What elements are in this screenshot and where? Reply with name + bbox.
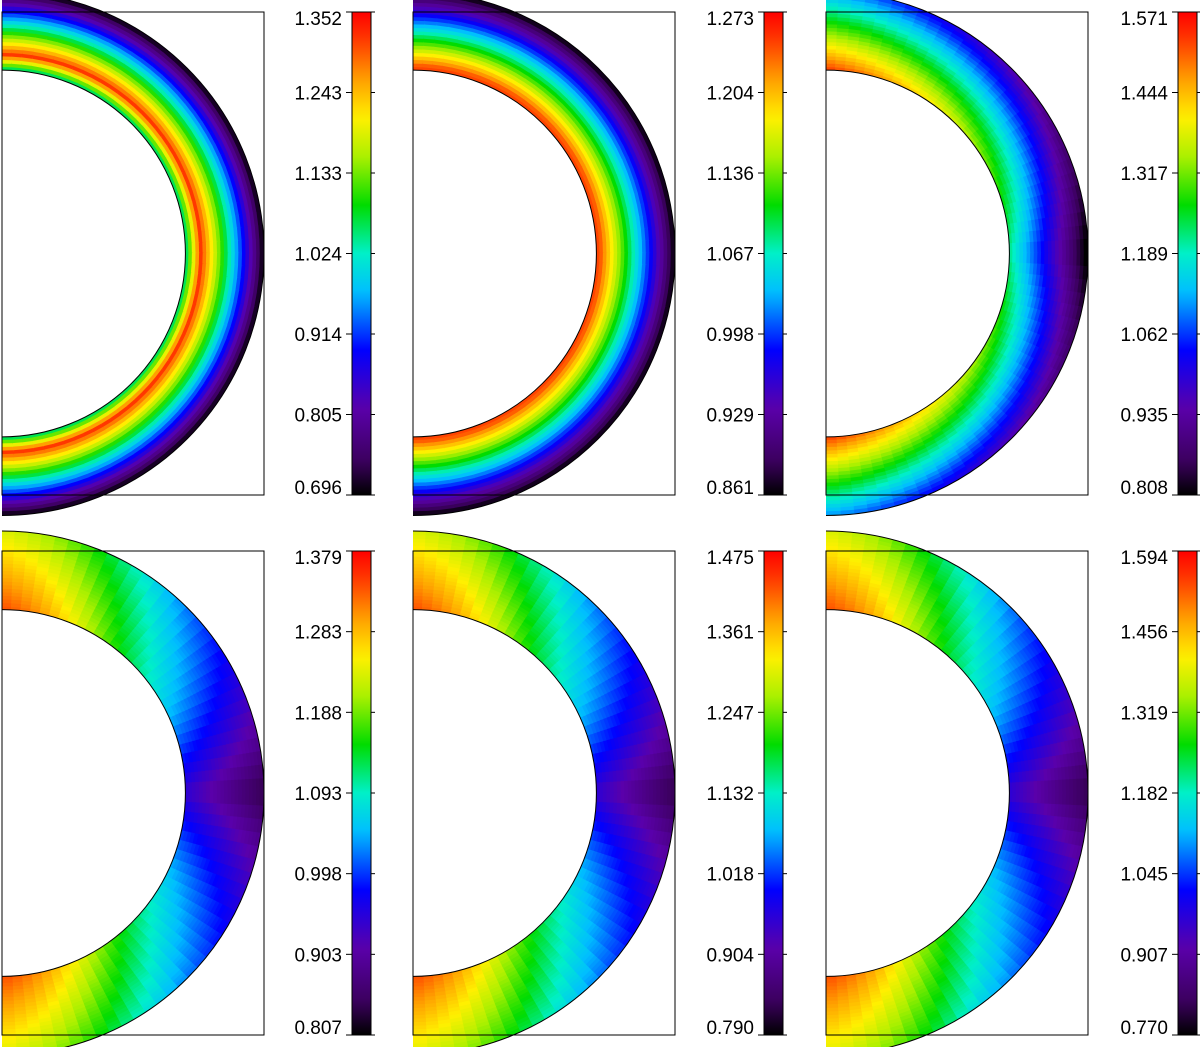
- inner-boundary-4: [1, 609, 186, 977]
- colorbar-tick-label: 1.243: [294, 84, 342, 105]
- colorbar-tick-label: 0.808: [1120, 478, 1168, 499]
- colorbar-tick-label: 1.247: [706, 703, 754, 724]
- colorbar-tick-label: 1.571: [1120, 9, 1168, 30]
- outer-boundary-2: [412, 0, 676, 516]
- colorbar-tick-label: 1.379: [294, 548, 342, 569]
- colorbar-tick-label: 0.914: [294, 325, 342, 346]
- colorbar-2: [763, 11, 784, 496]
- colorbar-tick-label: 0.907: [1120, 945, 1168, 966]
- colorbar-tick-label: 1.283: [294, 623, 342, 644]
- colorbar-tick-label: 1.132: [706, 784, 754, 805]
- shell-heatmap-3: [826, 0, 1088, 516]
- colorbar-tick-label: 0.998: [294, 865, 342, 886]
- colorbar-tick-label: 1.319: [1120, 703, 1168, 724]
- colorbar-tick-label: 1.093: [294, 784, 342, 805]
- colorbar-tick-label: 1.018: [706, 865, 754, 886]
- colorbar-1: [351, 11, 372, 496]
- colorbar-tick-label: 1.062: [1120, 325, 1168, 346]
- outer-boundary-1: [1, 0, 265, 516]
- outer-boundary-4: [1, 530, 265, 1047]
- colorbar-tick-label: 1.067: [706, 245, 754, 266]
- colorbar-tick-label: 0.805: [294, 406, 342, 427]
- inner-boundary-5: [412, 609, 597, 977]
- colorbar-tick-label: 0.807: [294, 1018, 342, 1039]
- colorbar-tick-label: 1.317: [1120, 164, 1168, 185]
- colorbar-5: [763, 550, 784, 1036]
- shell-heatmap-4: [2, 531, 264, 1047]
- colorbar-tick-label: 1.594: [1120, 548, 1168, 569]
- colorbar-tick-label: 1.024: [294, 245, 342, 266]
- colorbar-tick-label: 0.790: [706, 1018, 754, 1039]
- colorbar-tick-label: 1.182: [1120, 784, 1168, 805]
- colorbar-tick-label: 1.444: [1120, 84, 1168, 105]
- outer-boundary-6: [825, 530, 1089, 1047]
- shell-heatmap-1: [2, 0, 264, 516]
- colorbar-tick-label: 1.136: [706, 164, 754, 185]
- colorbar-4: [351, 550, 372, 1036]
- colorbar-tick-label: 1.361: [706, 623, 754, 644]
- colorbar-tick-label: 1.475: [706, 548, 754, 569]
- colorbar-3: [1177, 11, 1198, 496]
- colorbar-tick-label: 0.935: [1120, 406, 1168, 427]
- colorbar-tick-label: 0.929: [706, 406, 754, 427]
- colorbar-tick-label: 1.273: [706, 9, 754, 30]
- colorbar-tick-label: 0.696: [294, 478, 342, 499]
- inner-boundary-3: [825, 69, 1010, 438]
- inner-boundary-2: [412, 69, 597, 438]
- colorbar-6: [1177, 550, 1198, 1036]
- colorbar-tick-label: 1.045: [1120, 865, 1168, 886]
- colorbar-tick-label: 1.204: [706, 84, 754, 105]
- shell-heatmap-6: [826, 531, 1088, 1047]
- colorbar-tick-label: 0.904: [706, 945, 754, 966]
- outer-boundary-3: [825, 0, 1089, 516]
- colorbar-tick-label: 0.770: [1120, 1018, 1168, 1039]
- inner-boundary-6: [825, 609, 1010, 977]
- colorbar-tick-label: 0.998: [706, 325, 754, 346]
- colorbar-tick-label: 1.352: [294, 9, 342, 30]
- inner-boundary-1: [1, 69, 186, 438]
- colorbar-tick-label: 0.861: [706, 478, 754, 499]
- colorbar-tick-label: 0.903: [294, 945, 342, 966]
- shell-heatmap-2: [413, 0, 675, 516]
- colorbar-tick-label: 1.188: [294, 703, 342, 724]
- outer-boundary-5: [412, 530, 676, 1047]
- shell-heatmap-5: [413, 531, 675, 1047]
- colorbar-tick-label: 1.456: [1120, 623, 1168, 644]
- colorbar-tick-label: 1.133: [294, 164, 342, 185]
- colorbar-tick-label: 1.189: [1120, 245, 1168, 266]
